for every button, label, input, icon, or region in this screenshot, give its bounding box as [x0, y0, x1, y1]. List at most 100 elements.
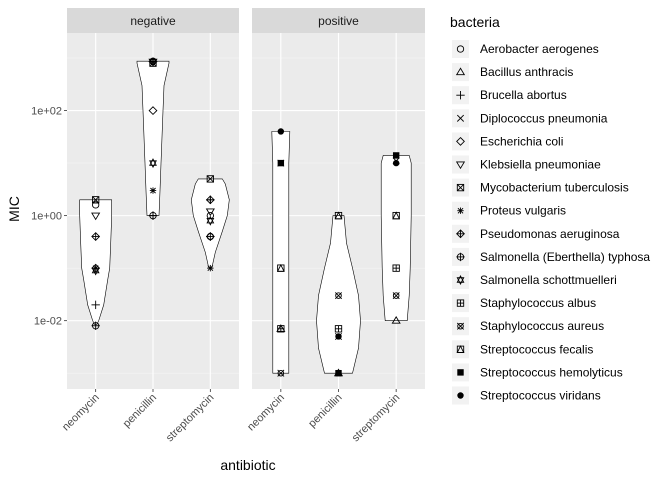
data-point-streptococcus-viridans-streptomycin [392, 159, 400, 167]
legend-item-salmonella-eberthella-typhosa: Salmonella (Eberthella) typhosa [452, 247, 650, 266]
y-tick-label: 1e+02 [31, 106, 62, 118]
x-tick-label-streptomycin: streptomycin [164, 392, 217, 445]
legend-key [452, 63, 469, 82]
data-point-proteus-vulgaris-streptomycin [207, 264, 214, 272]
legend-key [452, 271, 469, 289]
legend-item-klebsiella-pneumoniae: Klebsiella pneumoniae [452, 155, 601, 174]
data-point-salmonella-eberthella-typhosa-penicillin [148, 211, 158, 220]
legend-symbol [456, 252, 465, 262]
legend-label: Streptococcus fecalis [480, 342, 593, 356]
x-tick-label-streptomycin: streptomycin [350, 392, 403, 445]
legend-item-pseudomonas-aeruginosa: Pseudomonas aeruginosa [452, 224, 620, 243]
legend-item-streptococcus-fecalis: Streptococcus fecalis [452, 340, 593, 359]
legend-key [452, 132, 469, 151]
facet-panel-positive: positive [252, 8, 425, 389]
data-point-salmonella-schottmuelleri-neomycin [91, 265, 100, 276]
legend-item-streptococcus-hemolyticus: Streptococcus hemolyticus [452, 363, 623, 382]
legend-key [452, 155, 469, 174]
legend-item-staphylococcus-albus: Staphylococcus albus [452, 294, 596, 313]
legend-label: Diplococcus pneumonia [480, 111, 608, 125]
legend-label: Proteus vulgaris [480, 204, 566, 218]
legend-label: Escherichia coli [480, 134, 563, 148]
legend-symbol [456, 322, 465, 330]
legend-label: Pseudomonas aeruginosa [480, 227, 620, 241]
legend-item-streptococcus-viridans: Streptococcus viridans [452, 386, 601, 405]
data-point-escherichia-coli-neomycin [91, 263, 101, 273]
legend-symbol [456, 91, 465, 100]
x-tick-label-penicillin: penicillin [306, 392, 344, 430]
strip-label-positive: positive [318, 14, 359, 28]
data-point-salmonella-eberthella-typhosa-neomycin [91, 321, 100, 330]
legend-label: Mycobacterium tuberculosis [480, 181, 629, 195]
violin-negative-streptomycin [190, 178, 230, 269]
legend-symbol [456, 229, 465, 239]
legend-item-staphylococcus-aureus: Staphylococcus aureus [452, 317, 604, 336]
y-tick-label: 1e+00 [31, 211, 62, 223]
legend-item-aerobacter-aerogenes: Aerobacter aerogenes [452, 40, 599, 58]
facet-panels: negative positive [67, 8, 425, 389]
data-point-streptococcus-viridans-penicillin [335, 333, 342, 340]
legend-label: Klebsiella pneumoniae [480, 158, 601, 172]
data-point-streptococcus-hemolyticus-penicillin [335, 369, 342, 377]
y-tick-label: 1e-02 [34, 316, 62, 328]
data-point-proteus-vulgaris-penicillin [149, 187, 157, 194]
legend-label: Staphylococcus aureus [480, 319, 604, 333]
data-point-streptococcus-hemolyticus-neomycin [277, 159, 285, 167]
x-axis: neomycin penicillin streptomycin neomycin pe… [60, 389, 402, 444]
data-point-streptococcus-hemolyticus-streptomycin [392, 152, 400, 159]
legend-item-bacillus-anthracis: Bacillus anthracis [452, 63, 573, 82]
x-tick-label-penicillin: penicillin [121, 392, 159, 430]
data-point-staphylococcus-aureus-penicillin [334, 292, 343, 300]
violin-negative-penicillin [136, 60, 170, 216]
violin-positive-neomycin [271, 131, 291, 374]
data-point-escherichia-coli-penicillin [148, 106, 158, 116]
legend-symbol [455, 161, 466, 170]
legend-item-mycobacterium-tuberculosis: Mycobacterium tuberculosis [452, 178, 629, 197]
legend-item-proteus-vulgaris: Proteus vulgaris [452, 201, 566, 220]
data-point-bacillus-anthracis-streptomycin [391, 315, 401, 324]
data-point-mycobacterium-tuberculosis-neomycin [92, 196, 100, 204]
legend-item-brucella-abortus: Brucella abortus [452, 86, 567, 105]
x-axis-title: antibiotic [220, 457, 275, 473]
legend-title: bacteria [450, 14, 500, 30]
legend-item-diplococcus-pneumonia: Diplococcus pneumonia [452, 109, 608, 128]
y-axis: 1e-02 1e+00 1e+02 [31, 106, 67, 328]
violin-positive-streptomycin [380, 155, 412, 321]
legend-label: Salmonella (Eberthella) typhosa [480, 250, 650, 264]
legend-symbol [456, 114, 465, 122]
x-tick-label-neomycin: neomycin [60, 392, 102, 434]
data-point-salmonella-schottmuelleri-streptomycin [206, 215, 215, 226]
legend-label: Brucella abortus [480, 88, 567, 102]
legend-symbol [456, 275, 465, 285]
data-point-staphylococcus-albus-neomycin [277, 325, 285, 333]
violin-positive-penicillin [316, 215, 361, 374]
legend-label: Salmonella schottmuelleri [480, 273, 617, 287]
data-point-staphylococcus-aureus-neomycin [277, 369, 285, 377]
legend-symbol [456, 45, 465, 53]
legend-symbol [455, 67, 466, 76]
legend-label: Staphylococcus albus [480, 296, 596, 310]
data-point-staphylococcus-albus-penicillin [334, 325, 343, 333]
data-point-klebsiella-pneumoniae-neomycin [91, 212, 101, 221]
legend-key [452, 40, 469, 58]
x-tick-label-neomycin: neomycin [245, 392, 287, 434]
legend-symbol [457, 207, 464, 214]
legend-symbol [457, 392, 464, 399]
strip-background [67, 8, 239, 33]
legend-label: Streptococcus hemolyticus [480, 365, 623, 379]
violin-negative-neomycin [79, 199, 112, 325]
legend: bacteria Aerobacter aerogenes Bacillus an… [450, 14, 650, 405]
data-point-streptococcus-viridans-neomycin [277, 128, 285, 135]
legend-symbol [456, 299, 465, 307]
data-point-streptococcus-fecalis-penicillin [334, 211, 343, 220]
strip-background [252, 8, 425, 33]
legend-label: Streptococcus viridans [480, 389, 601, 403]
strip-label-negative: negative [130, 14, 176, 28]
legend-label: Bacillus anthracis [480, 65, 573, 79]
data-point-pseudomonas-aeruginosa-penicillin [148, 57, 158, 67]
legend-item-salmonella-schottmuelleri: Salmonella schottmuelleri [452, 271, 617, 289]
data-point-mycobacterium-tuberculosis-streptomycin [206, 175, 214, 183]
legend-symbol [456, 345, 465, 353]
legend-symbol [456, 183, 465, 192]
